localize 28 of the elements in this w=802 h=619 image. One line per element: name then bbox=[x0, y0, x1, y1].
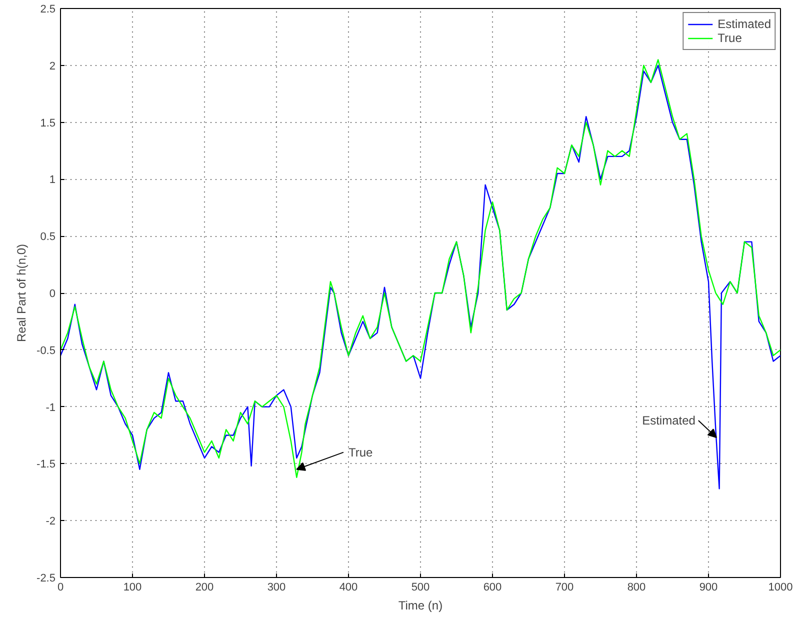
legend-label: Estimated bbox=[718, 17, 771, 31]
y-tick-label: 0.5 bbox=[40, 231, 56, 244]
annotation: Estimated bbox=[642, 413, 696, 428]
legend-label: True bbox=[718, 31, 742, 45]
y-tick-label: -2.5 bbox=[36, 572, 56, 584]
y-tick-label: 0 bbox=[49, 288, 56, 300]
y-tick-label: -0.5 bbox=[36, 344, 56, 357]
x-tick-label: 800 bbox=[627, 582, 646, 594]
x-tick-label: 400 bbox=[339, 582, 358, 594]
x-tick-label: 500 bbox=[411, 582, 430, 594]
x-tick-label: 300 bbox=[267, 582, 286, 594]
x-tick-label: 0 bbox=[57, 582, 64, 594]
x-tick-label: 200 bbox=[195, 582, 214, 594]
y-tick-label: 2.5 bbox=[40, 4, 56, 16]
annotation: True bbox=[348, 445, 374, 460]
x-axis-title: Time (n) bbox=[398, 598, 443, 612]
x-tick-label: 700 bbox=[555, 582, 574, 594]
x-tick-label: 600 bbox=[483, 582, 502, 594]
y-tick-label: 1 bbox=[49, 174, 56, 186]
y-tick-label: -2 bbox=[46, 516, 56, 528]
x-tick-label: 900 bbox=[699, 582, 718, 594]
y-tick-label: 2 bbox=[49, 60, 56, 72]
x-tick-label: 1000 bbox=[768, 582, 793, 594]
y-tick-label: -1 bbox=[46, 402, 56, 414]
y-axis-title: Real Part of h(n,0) bbox=[14, 244, 29, 342]
y-tick-label: 1.5 bbox=[40, 117, 56, 130]
x-tick-label: 100 bbox=[123, 582, 142, 594]
y-tick-label: -1.5 bbox=[36, 458, 56, 471]
